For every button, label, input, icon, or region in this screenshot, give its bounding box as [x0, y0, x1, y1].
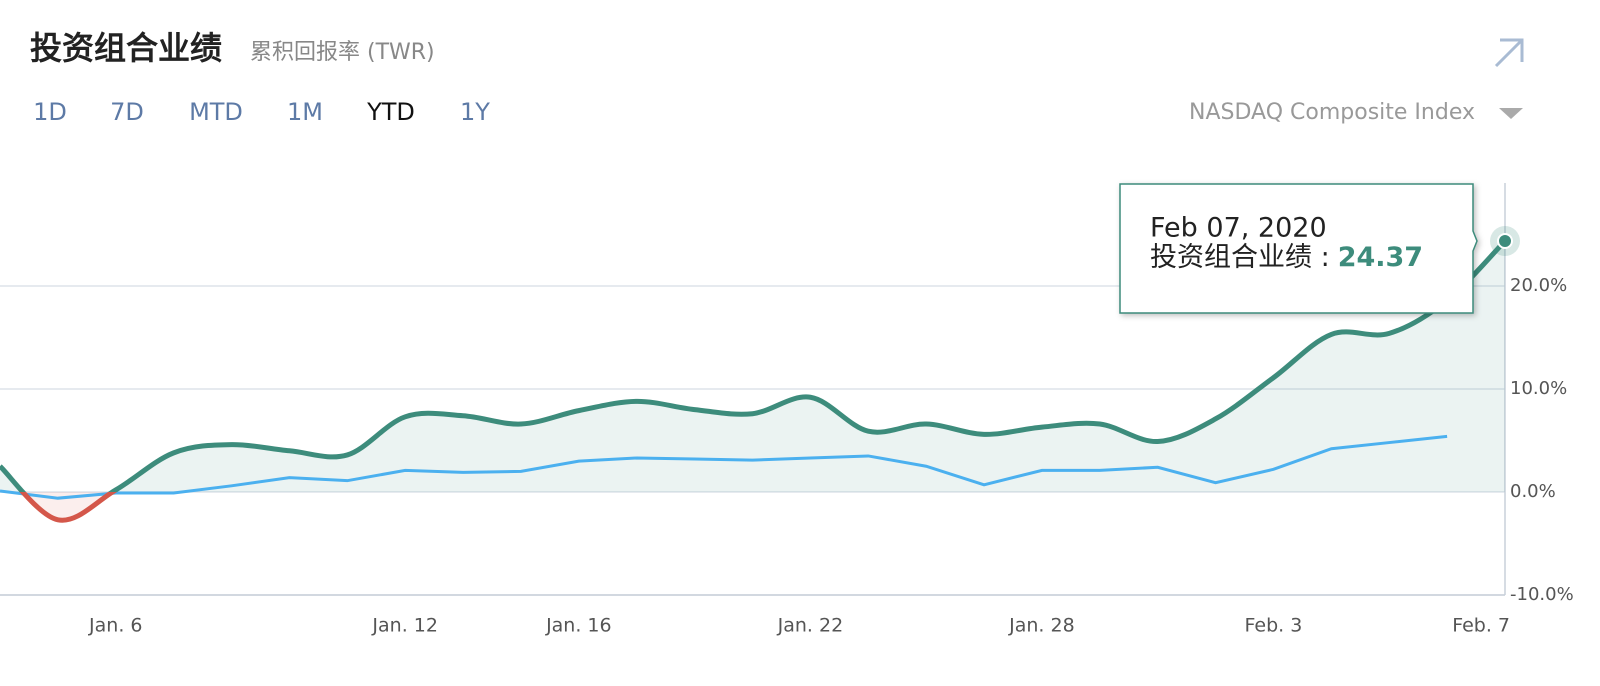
hover-point [1497, 232, 1513, 249]
tooltip-box [1119, 183, 1478, 314]
dropdown-caret[interactable] [1499, 108, 1523, 119]
expand-arrow-head[interactable] [1500, 38, 1524, 62]
subtitle: 累积回报率 (TWR) [250, 40, 435, 65]
range-tab[interactable]: MTD [189, 98, 243, 126]
range-tab[interactable]: 1M [287, 98, 323, 126]
range-tab[interactable]: 1Y [460, 98, 490, 126]
y-tick-label: 20.0% [1510, 275, 1567, 296]
x-tick-label: Jan. 12 [371, 615, 438, 637]
y-tick-label: 0.0% [1510, 481, 1556, 502]
y-tick-label: -10.0% [1510, 584, 1574, 605]
x-tick-label: Jan. 6 [88, 615, 142, 637]
x-tick-label: Feb. 3 [1245, 615, 1303, 637]
x-tick-label: Jan. 28 [1008, 615, 1075, 637]
y-tick-label: 10.0% [1510, 378, 1567, 399]
tooltip-value: 24.37 [1338, 241, 1423, 272]
benchmark-dropdown[interactable]: NASDAQ Composite Index [1189, 100, 1475, 125]
tooltip-date: Feb 07, 2020 [1150, 212, 1327, 243]
benchmark-line [0, 434, 1448, 500]
title: 投资组合业绩 [30, 29, 222, 67]
range-tab[interactable]: 1D [33, 98, 67, 126]
tooltip-label: 投资组合业绩 : [1150, 241, 1330, 272]
x-tick-label: Feb. 7 [1452, 615, 1510, 637]
expand-arrow[interactable] [1494, 38, 1524, 68]
range-tab[interactable]: 7D [110, 98, 144, 126]
x-tick-label: Jan. 22 [777, 615, 844, 637]
expand-icon[interactable] [1494, 38, 1524, 68]
x-tick-label: Jan. 16 [545, 615, 612, 637]
tooltip-line: 投资组合业绩 : 24.37 [1150, 241, 1423, 272]
range-tab[interactable]: YTD [366, 98, 415, 126]
portfolio-line [0, 239, 1507, 492]
